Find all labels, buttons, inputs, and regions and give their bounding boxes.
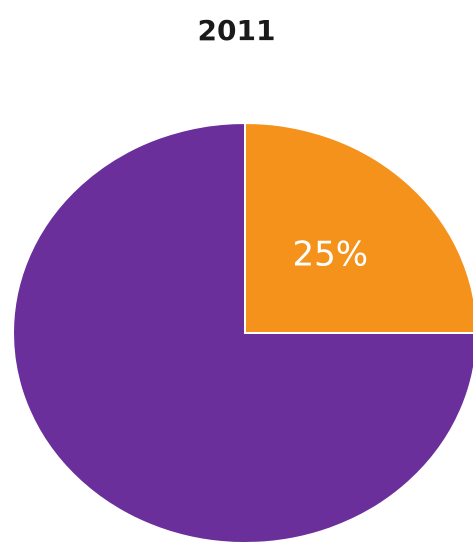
pie-slice-1-label: 25%	[293, 234, 369, 274]
pie-slices	[12, 121, 473, 542]
pie-slice-2	[12, 121, 473, 542]
chart-title: 2011	[197, 14, 276, 47]
pie-slice-1	[244, 121, 473, 334]
pie-labels: 25%	[293, 234, 369, 274]
